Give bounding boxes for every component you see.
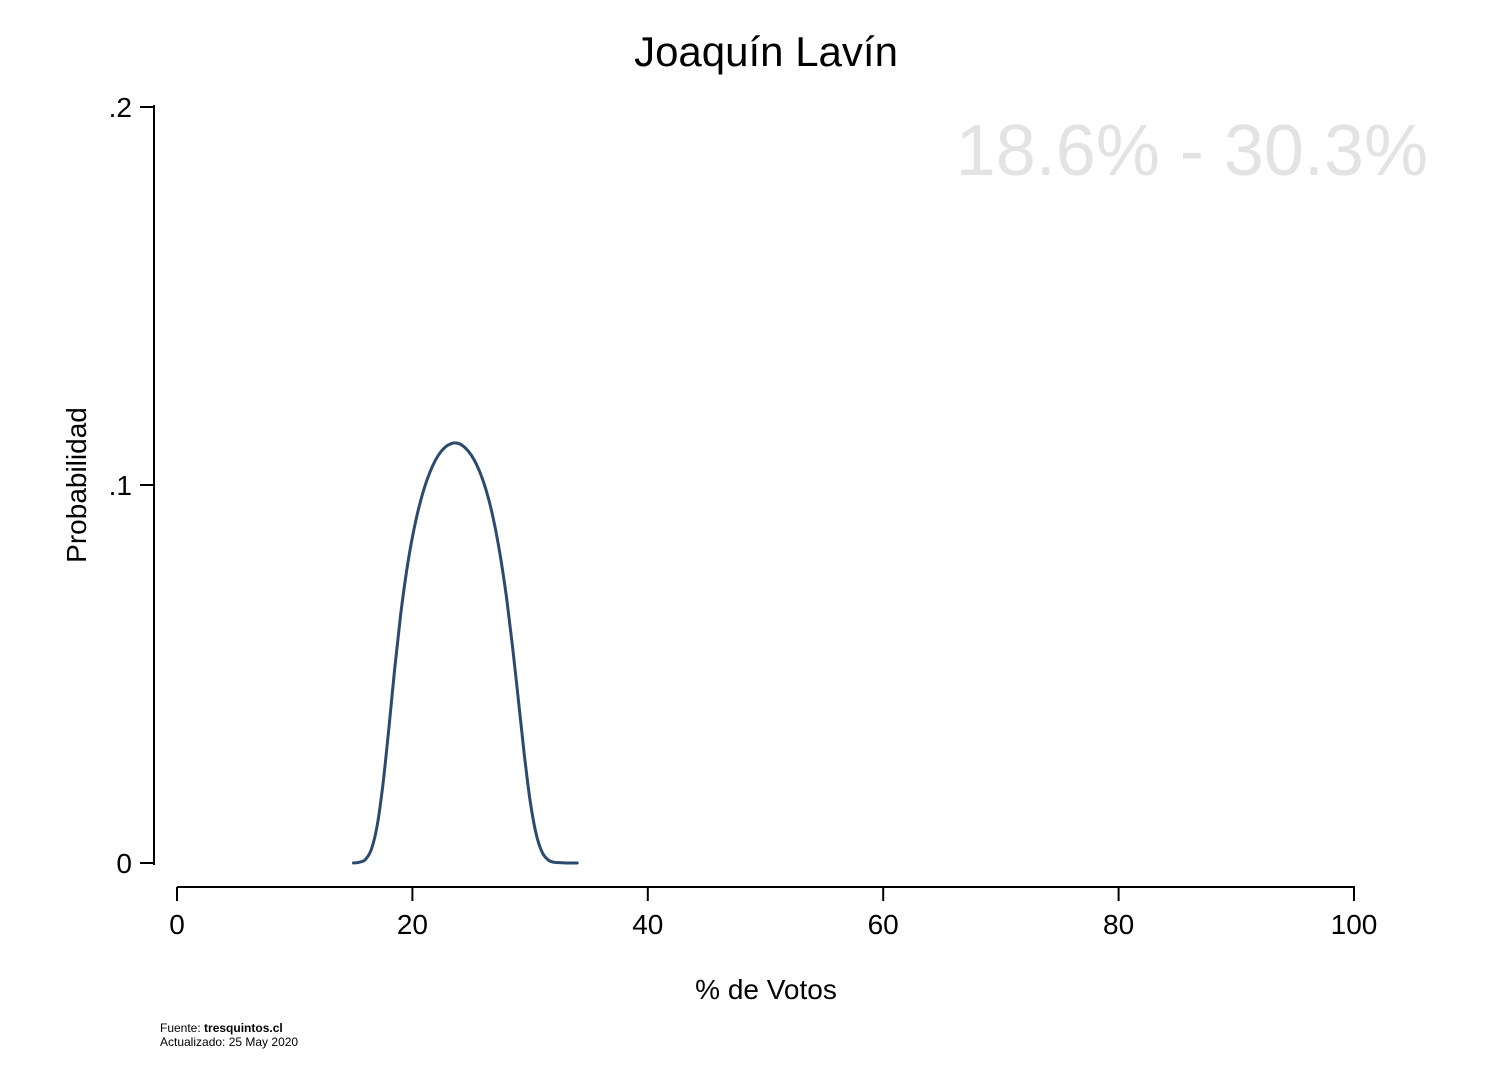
y-tick-label: .1 [109, 470, 132, 501]
interval-annotation: 18.6% - 30.3% [956, 111, 1428, 191]
updated-line: Actualizado: 25 May 2020 [160, 1035, 299, 1049]
y-axis-ticks: 0 .1 .2 [109, 92, 154, 879]
source-line: Fuente: tresquintos.cl [160, 1021, 298, 1035]
x-tick-label: 80 [1103, 909, 1134, 940]
density-curve [352, 441, 579, 865]
footer: Fuente: tresquintos.cl Actualizado: 25 M… [160, 1021, 298, 1049]
y-tick-label: .2 [109, 92, 132, 123]
x-axis-title: % de Votos [695, 974, 837, 1005]
x-tick-label: 20 [397, 909, 428, 940]
x-tick-label: 0 [169, 909, 185, 940]
source-site: tresquintos.cl [204, 1021, 283, 1035]
chart-title: Joaquín Lavín [634, 28, 898, 75]
y-tick-label: 0 [116, 848, 132, 879]
y-axis-title: Probabilidad [61, 407, 92, 563]
x-tick-label: 100 [1331, 909, 1378, 940]
x-tick-label: 60 [868, 909, 899, 940]
x-axis-ticks: 0 20 40 60 80 100 [169, 887, 1377, 940]
x-tick-label: 40 [632, 909, 663, 940]
source-prefix: Fuente: [160, 1021, 205, 1035]
